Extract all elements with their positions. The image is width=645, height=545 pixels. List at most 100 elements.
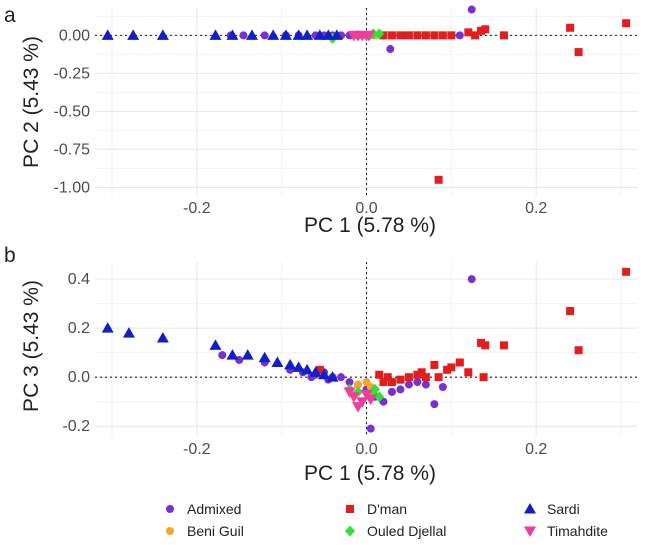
point-d-man (430, 31, 439, 40)
point-sardi (292, 29, 305, 40)
point-d-man (481, 25, 490, 34)
legend-label-sardi: Sardi (547, 501, 580, 517)
point-d-man (379, 378, 388, 387)
point-sardi (301, 29, 314, 40)
point-d-man (413, 370, 422, 379)
legend-label-d-man: D'man (367, 501, 407, 517)
x-tick-label: -0.2 (183, 441, 211, 458)
point-admixed (421, 380, 430, 389)
panel-a-x-axis-title: PC 1 (5.78 %) (304, 214, 436, 237)
point-sardi (101, 322, 114, 333)
point-sardi (101, 29, 114, 40)
point-d-man (383, 373, 392, 382)
y-tick-label: -1.00 (54, 179, 91, 196)
point-d-man (464, 28, 473, 37)
panel-b: b 0.4 0.2 0.0 -0.2 -0.2 0.0 0.2 PC 1 (5.78 %)… (4, 244, 638, 485)
point-d-man (421, 31, 430, 40)
point-sardi (226, 29, 239, 40)
legend-label-beni-guil: Beni Guil (187, 523, 244, 539)
panel-a-points (101, 5, 631, 184)
panel-a-label: a (4, 4, 16, 27)
point-d-man (481, 341, 490, 350)
point-d-man (438, 31, 447, 40)
point-ouled-djellal (374, 28, 385, 40)
y-tick-label: -0.50 (54, 103, 91, 120)
point-admixed (239, 31, 248, 40)
point-admixed (467, 275, 476, 284)
x-tick-label: 0.2 (525, 441, 547, 458)
point-timahdite (363, 30, 376, 42)
point-sardi (309, 366, 322, 377)
point-d-man (404, 31, 413, 40)
legend-label-timahdite: Timahdite (547, 523, 608, 539)
point-sardi (322, 29, 335, 40)
point-sardi (301, 363, 314, 375)
legend-label-admixed: Admixed (187, 501, 241, 517)
legend-key-ouled-djellal (345, 525, 355, 537)
y-tick-label: -0.2 (62, 418, 90, 435)
point-d-man (447, 31, 456, 40)
point-d-man (566, 23, 575, 32)
point-d-man (430, 360, 439, 369)
point-d-man (477, 338, 486, 347)
y-tick-label: 0.4 (68, 271, 90, 288)
y-tick-label: 0.2 (68, 320, 90, 337)
legend-item-sardi: Sardi (524, 501, 580, 517)
point-sardi (330, 29, 343, 40)
point-d-man (387, 378, 396, 387)
panel-a-y-ticks: 0.00 -0.25 -0.50 -0.75 -1.00 (54, 27, 91, 196)
point-d-man (421, 373, 430, 382)
point-timahdite (347, 30, 360, 42)
panel-b-points (101, 267, 631, 433)
point-d-man (434, 373, 443, 382)
point-admixed (337, 373, 346, 382)
point-d-man (464, 368, 473, 377)
point-admixed (467, 5, 476, 14)
panel-b-y-axis-title: PC 3 (5.43 %) (20, 280, 43, 412)
point-admixed (438, 382, 447, 391)
y-tick-label: -0.25 (54, 65, 91, 82)
point-sardi (156, 331, 169, 343)
point-sardi (271, 356, 284, 367)
point-sardi (122, 327, 135, 338)
point-d-man (479, 373, 488, 382)
point-d-man (477, 26, 486, 35)
x-tick-label: 0.2 (525, 200, 547, 217)
legend-item-timahdite: Timahdite (524, 523, 608, 539)
panel-b-x-axis-title: PC 1 (5.78 %) (304, 462, 436, 485)
y-tick-label: 0.0 (68, 369, 90, 386)
legend-key-d-man (346, 505, 354, 513)
point-admixed (366, 424, 375, 433)
point-timahdite (356, 397, 369, 408)
point-d-man (434, 175, 443, 184)
point-d-man (622, 19, 631, 28)
point-d-man (574, 346, 583, 355)
point-admixed (387, 387, 396, 396)
point-sardi (313, 29, 326, 40)
x-tick-label: 0.0 (355, 200, 377, 217)
legend-key-timahdite (524, 526, 536, 537)
point-admixed (345, 378, 354, 387)
point-d-man (566, 307, 575, 316)
point-timahdite (347, 392, 360, 403)
point-ouled-djellal (374, 391, 385, 403)
point-sardi (226, 349, 239, 360)
point-d-man (315, 365, 324, 374)
point-sardi (279, 29, 292, 40)
point-admixed (386, 45, 395, 54)
panel-b-label: b (4, 244, 16, 267)
point-sardi (209, 339, 222, 350)
point-sardi (284, 358, 297, 370)
legend-item-beni-guil: Beni Guil (166, 523, 244, 539)
point-d-man (455, 358, 464, 367)
point-sardi (245, 29, 258, 40)
legend-item-admixed: Admixed (166, 501, 241, 517)
point-d-man (471, 31, 480, 40)
point-sardi (156, 29, 169, 40)
point-admixed (455, 31, 464, 40)
point-d-man (396, 31, 405, 40)
panel-a: a 0.00 -0.25 -0.50 -0.75 -1.00 -0.2 0.0 0.2 PC… (4, 4, 638, 237)
legend-item-d-man: D'man (346, 501, 407, 517)
point-d-man (387, 31, 396, 40)
